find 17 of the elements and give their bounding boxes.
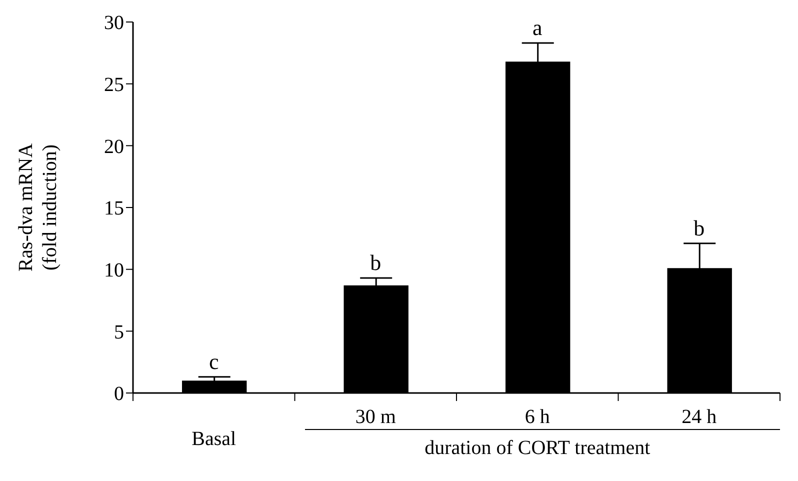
- y-tick-label: 30: [104, 12, 124, 34]
- x-tick-label: 6 h: [524, 406, 550, 428]
- y-tick-label: 10: [104, 259, 124, 282]
- annotation: a: [532, 15, 542, 40]
- x-tick-label: Basal: [192, 428, 237, 450]
- x-axis-title: duration of CORT treatment: [424, 437, 652, 460]
- annotation: b: [694, 215, 705, 240]
- x-tick-label: 30 m: [355, 406, 396, 428]
- y-tick-label: 5: [114, 321, 124, 344]
- y-tick-label: 0: [114, 383, 124, 406]
- y-tick-label: 25: [104, 74, 124, 96]
- x-tick-label: 24 h: [682, 406, 717, 428]
- y-tick-label: 15: [104, 198, 124, 220]
- annotation: c: [208, 348, 219, 374]
- y-tick-label: 20: [104, 136, 124, 158]
- annotation: b: [370, 250, 382, 275]
- y-axis-title: Ras-dva mRNA (fold induction): [15, 142, 61, 272]
